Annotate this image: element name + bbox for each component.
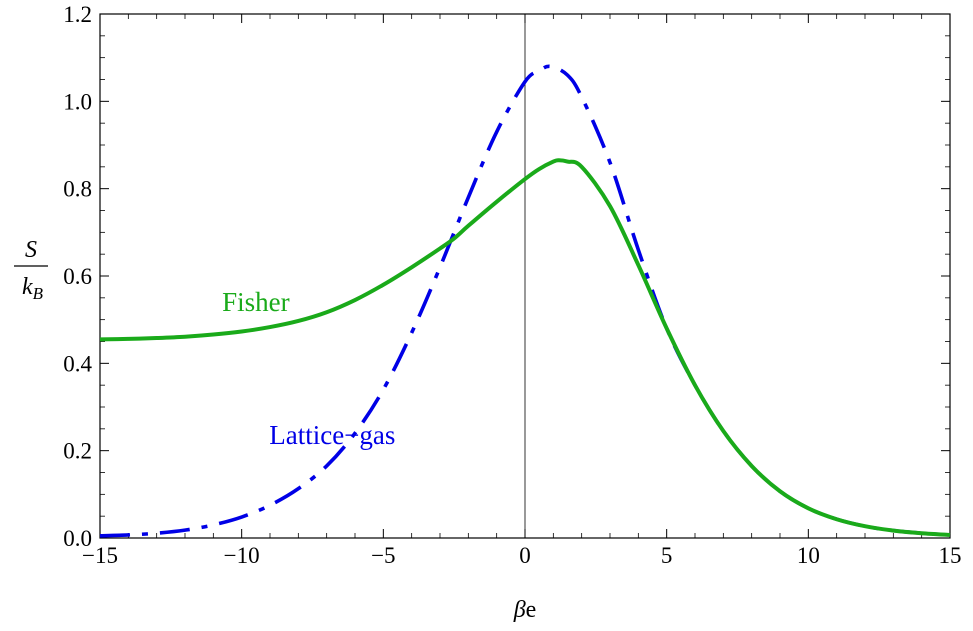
x-axis-label-symbol: β: [513, 597, 526, 623]
y-tick-label: 0.6: [63, 264, 92, 289]
x-tick-label: 15: [939, 543, 962, 568]
series-line-fisher: [99, 158, 951, 537]
y-axis-label-denominator-k: k: [22, 274, 33, 300]
series-label-lattice-gas: Lattice−gas: [269, 420, 395, 450]
y-tick-label: 0.8: [63, 177, 92, 202]
y-tick-label: 0.4: [63, 351, 92, 376]
y-tick-label: 0.2: [63, 439, 92, 464]
y-axis-label-denominator: kB: [22, 274, 44, 303]
y-axis-label-numerator: S: [25, 237, 37, 263]
y-tick-label: 1.2: [63, 2, 92, 27]
x-tick-label: 0: [519, 543, 531, 568]
x-tick-label: 5: [661, 543, 673, 568]
y-tick-label: 0.0: [63, 526, 92, 551]
axis-tick-labels: −15 −10 −5 0 5 10 15 0.0 0.2 0.4 0.6 0.8 1.0 1.2: [63, 2, 961, 568]
x-axis-label-suffix: e: [526, 597, 537, 623]
x-tick-label: −5: [371, 543, 395, 568]
x-axis-label: βe: [513, 597, 537, 623]
axis-ticks: [99, 13, 951, 539]
y-axis-label: S kB: [14, 237, 48, 303]
x-tick-label: −10: [224, 543, 260, 568]
series-annotations: Fisher Lattice−gas: [222, 287, 395, 450]
x-tick-label: 10: [797, 543, 820, 568]
y-tick-label: 1.0: [63, 89, 92, 114]
y-axis-label-subscript: B: [33, 284, 44, 303]
x-tick-label: −15: [82, 543, 118, 568]
series-label-fisher: Fisher: [222, 287, 290, 317]
series-layer: [99, 64, 951, 538]
